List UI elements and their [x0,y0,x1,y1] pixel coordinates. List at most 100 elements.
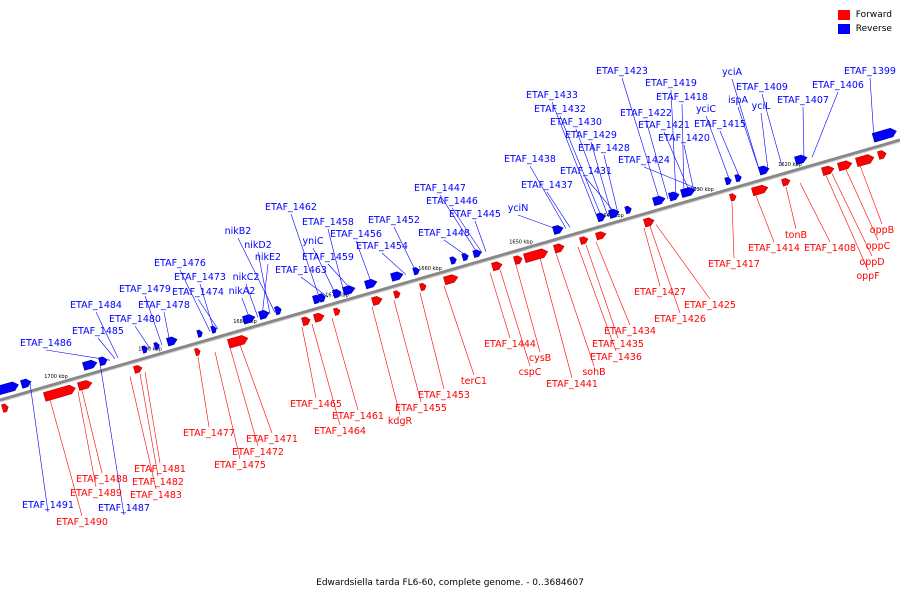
reverse-gene [0,381,19,396]
forward-leader [214,351,241,460]
reverse-gene [871,127,897,143]
reverse-gene-label: ETAF_1437 [521,180,573,191]
reverse-gene-label: ETAF_1428 [578,143,630,154]
reverse-gene-label: ETAF_1430 [550,117,602,128]
forward-gene-label: ETAF_1455 [395,403,447,414]
reverse-leader [546,191,571,228]
forward-gene [443,274,459,286]
forward-gene-label: ETAF_1490 [56,517,108,528]
reverse-leader [575,128,609,217]
forward-leader [799,182,831,243]
reverse-leader [621,77,661,202]
forward-leader [643,227,661,287]
scale-label: 1690 kbp [138,347,162,353]
forward-gene-label: oppB [870,225,894,236]
forward-leader [139,373,159,477]
reverse-gene [624,205,632,215]
reverse-leader [179,269,211,332]
reverse-leader [312,247,337,296]
reverse-leader [705,115,731,182]
reverse-gene [20,378,32,389]
forward-gene-label: ETAF_1489 [70,488,122,499]
reverse-gene-label: yniC [303,236,324,247]
reverse-gene [472,249,482,258]
reverse-swatch [837,24,850,34]
reverse-leader [590,141,613,216]
forward-swatch [837,10,850,20]
reverse-gene-label: ETAF_1433 [526,90,578,101]
reverse-gene [274,306,282,316]
reverse-leader [719,130,741,179]
strand-legend: Forward Reverse [837,8,892,36]
legend-forward: Forward [837,8,892,22]
reverse-gene [153,342,160,351]
reverse-gene-label: ETAF_1422 [620,108,672,119]
forward-gene-label: ETAF_1426 [654,314,706,325]
scale-label: 1660 kbp [418,266,442,272]
forward-gene-label: ETAF_1436 [590,352,642,363]
forward-gene-label: oppD [859,257,884,268]
forward-gene [837,160,853,172]
forward-gene [43,384,76,402]
forward-leader [825,175,869,271]
reverse-leader [802,106,805,160]
reverse-gene-label: nikD2 [244,240,272,251]
reverse-leader [163,311,171,343]
reverse-gene [449,256,457,265]
scale-label: 1620 kbp [778,162,802,168]
forward-leader [129,376,157,490]
scale-label: 1630 kbp [690,187,714,193]
reverse-gene [734,174,742,183]
forward-gene-label: ETAF_1414 [748,243,800,254]
forward-leader [239,344,273,434]
forward-gene [227,335,249,349]
reverse-leader [869,77,875,140]
forward-gene [643,217,655,228]
reverse-leader [99,363,125,516]
reverse-leader [761,93,783,167]
forward-gene [751,184,769,197]
reverse-gene [196,329,203,338]
forward-gene [393,290,401,299]
reverse-leader [241,297,251,320]
forward-leader [655,224,711,300]
reverse-gene-label: ETAF_1463 [275,265,327,276]
forward-leader [649,226,681,314]
reverse-leader [29,383,49,513]
forward-gene [821,165,835,176]
forward-gene-label: ETAF_1427 [634,287,686,298]
reverse-leader [199,283,215,331]
forward-gene [855,154,875,168]
forward-gene [781,177,791,187]
forward-leader [393,300,422,403]
reverse-gene-label: nikE2 [255,252,281,263]
reverse-gene-label: yciC [696,104,716,115]
forward-gene [77,380,93,391]
reverse-leader [144,295,163,346]
reverse-leader [663,131,691,193]
forward-gene [301,316,311,327]
forward-gene [553,243,565,254]
forward-gene-label: ETAF_1465 [290,399,342,410]
forward-gene-label: ETAF_1477 [183,428,235,439]
forward-gene [595,231,607,241]
reverse-gene-label: ETAF_1454 [356,241,408,252]
reverse-leader [197,298,219,330]
forward-leader [489,272,511,339]
reverse-gene-label: ETAF_1458 [302,217,354,228]
reverse-gene [141,345,148,354]
reverse-leader [603,154,619,214]
reverse-gene [794,154,808,165]
reverse-gene [758,165,770,176]
reverse-gene [552,225,564,235]
forward-gene-label: cspC [519,367,542,378]
reverse-gene-label: ETAF_1399 [844,66,896,77]
reverse-gene-label: yciL [752,101,771,112]
reverse-leader [237,237,276,313]
reverse-gene-label: ETAF_1419 [645,78,697,89]
reverse-gene-label: ETAF_1429 [565,130,617,141]
forward-leader [595,241,631,326]
forward-gene-label: ETAF_1461 [332,411,384,422]
